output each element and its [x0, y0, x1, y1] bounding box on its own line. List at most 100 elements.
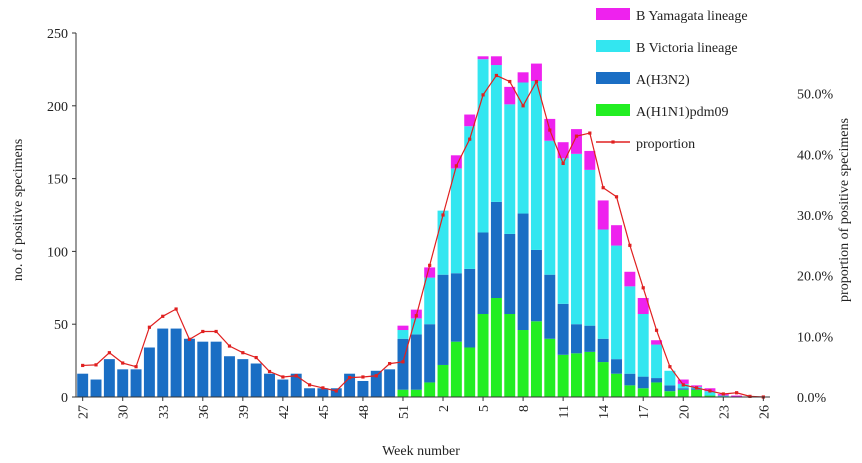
bar-segment [397, 325, 409, 331]
bar-segment [637, 297, 649, 315]
legend-label: B Victoria lineage [636, 41, 738, 56]
bar-segment [157, 328, 169, 397]
bar-segment [490, 65, 502, 202]
bar-segment [117, 369, 129, 397]
bar-segment [224, 356, 235, 397]
proportion-point [401, 360, 405, 364]
bar-segment [424, 324, 436, 383]
x-tick-label: 8 [517, 405, 532, 412]
bar-segment [330, 388, 342, 397]
proportion-point [307, 383, 312, 387]
proportion-point [227, 344, 232, 348]
bar-segment [530, 63, 542, 82]
proportion-point [641, 286, 645, 290]
bar-segment [504, 314, 516, 397]
bar-segment [437, 364, 449, 397]
x-axis-title: Week number [382, 444, 460, 459]
x-tick-label: 45 [317, 405, 332, 419]
proportion-point [494, 73, 498, 78]
proportion-point [468, 137, 472, 141]
bar-segment [410, 389, 422, 397]
stacked-bars [77, 56, 743, 397]
bar-segment [704, 391, 716, 396]
bar-segment [504, 233, 516, 315]
proportion-point [481, 93, 485, 97]
bar-segment [651, 382, 663, 397]
bar-segment [437, 274, 449, 365]
y-tick-label: 250 [47, 27, 68, 42]
proportion-point [361, 375, 365, 379]
bar-segment [597, 200, 609, 230]
bar-segment [664, 370, 676, 386]
bar-segment [290, 373, 302, 397]
bar-segment [651, 344, 663, 379]
proportion-point [214, 329, 218, 334]
bar-segment [197, 341, 209, 397]
bar-segment [517, 82, 529, 214]
proportion-point [348, 375, 352, 380]
bar-segment [691, 385, 703, 387]
x-tick-label: 33 [157, 405, 172, 419]
bar-segment [397, 338, 409, 390]
bar-segment [357, 380, 369, 397]
y-tick-label: 50 [54, 318, 68, 333]
y-tick-label: 200 [47, 100, 68, 115]
bar-segment [664, 385, 676, 392]
bar-segment [597, 338, 609, 363]
bar-segment [530, 249, 542, 322]
x-tick-label: 5 [477, 405, 492, 412]
legend-line-marker [611, 140, 615, 144]
bar-segment [277, 379, 289, 397]
x-tick-label: 30 [117, 405, 132, 419]
bar-segment [477, 56, 489, 60]
legend-label: A(H1N1)pdm09 [636, 105, 729, 120]
bar-segment [691, 389, 703, 397]
bar-segment [450, 155, 462, 169]
legend-swatch [596, 72, 630, 84]
bar-segment [597, 229, 609, 339]
proportion-point [161, 314, 165, 318]
proportion-point [428, 263, 432, 267]
bar-segment [571, 153, 582, 325]
bar-segment [544, 274, 556, 339]
bar-segment [517, 330, 529, 397]
x-tick-label: 17 [637, 405, 652, 419]
proportion-point [628, 243, 632, 247]
bar-segment [477, 314, 489, 397]
legend: B Yamagata lineage B Victoria lineage A(H3… [596, 8, 748, 152]
x-tick-label: 48 [357, 405, 372, 419]
bar-segment [597, 362, 609, 397]
proportion-point [147, 325, 151, 329]
bar-segment [103, 359, 115, 397]
y2-tick-label: 10.0% [797, 330, 834, 345]
proportion-point [321, 386, 325, 390]
bar-segment [504, 86, 516, 105]
bar-segment [424, 267, 436, 278]
bar-segment [77, 373, 89, 397]
legend-swatch [596, 8, 630, 20]
proportion-point [521, 104, 525, 108]
proportion-series-line [82, 74, 764, 398]
x-tick-label: 20 [677, 405, 692, 419]
proportion-point [121, 361, 125, 365]
bar-segment [704, 395, 716, 397]
proportion-point [334, 389, 338, 393]
y2-tick-label: 0.0% [797, 391, 827, 406]
x-tick-label: 11 [557, 405, 572, 418]
bar-segment [624, 271, 636, 287]
bar-segment [490, 297, 502, 397]
legend-swatch [596, 104, 630, 116]
bar-segment [370, 370, 382, 397]
proportion-point [134, 365, 138, 369]
bar-segment [624, 373, 636, 386]
proportion-point [174, 307, 178, 311]
x-tick-label: 2 [437, 405, 452, 412]
bar-segment [450, 341, 462, 397]
proportion-point [94, 363, 98, 367]
bar-segment [250, 363, 262, 397]
y2-tick-label: 30.0% [797, 209, 834, 224]
proportion-point [695, 386, 699, 390]
bar-segment [677, 379, 689, 384]
bar-segment [530, 81, 542, 250]
proportion-point [668, 365, 672, 369]
